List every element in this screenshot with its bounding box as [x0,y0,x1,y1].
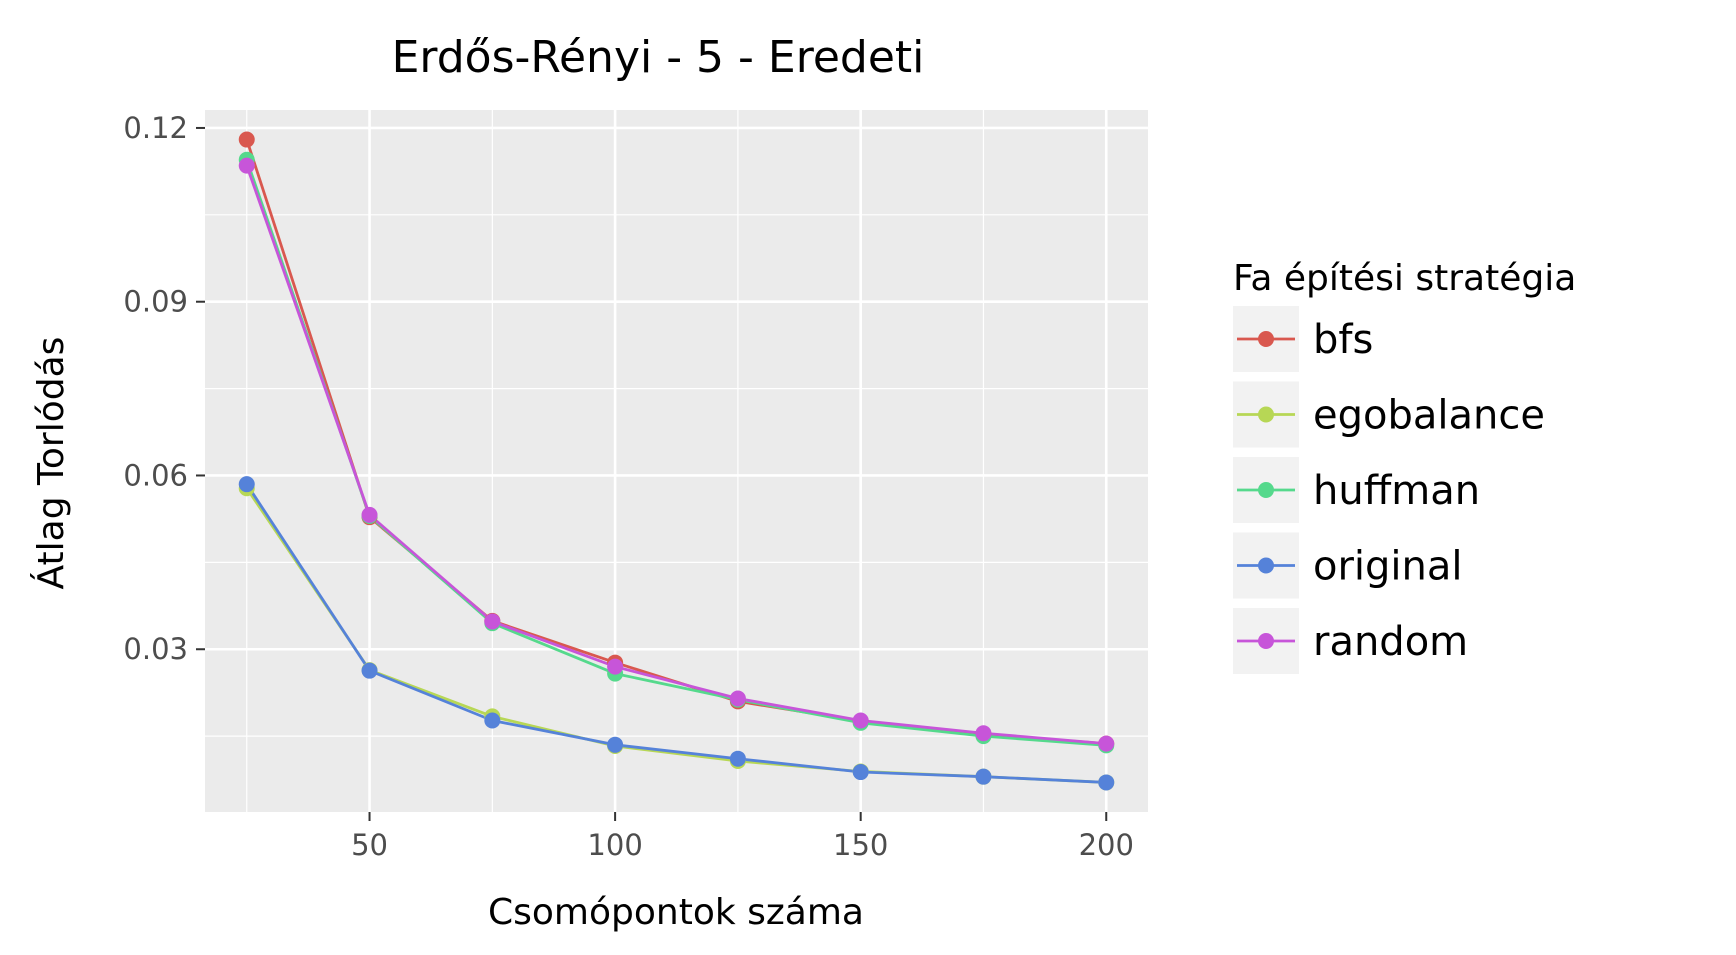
series-line-random [245,165,1107,746]
legend-items: bfs egobalance huffman original random [1233,306,1545,674]
plot-panel [205,110,1148,812]
x-axis: 50 100 150 200 [351,812,1134,862]
legend: Fa építési stratégia bfs egobalance huffma… [1233,258,1576,674]
data-point-random [729,690,746,707]
legend-label-huffman: huffman [1313,468,1480,514]
minor-gridlines [205,110,1148,812]
data-point-random [852,712,869,729]
data-point-random [1098,735,1115,752]
legend-dot-random [1258,633,1274,649]
legend-dot-egobalance [1258,406,1274,423]
data-point-original [484,712,501,729]
y-tick-label: 0.09 [123,285,188,319]
legend-dot-original [1258,557,1274,574]
x-tick-label: 150 [833,828,888,862]
chart-title: Erdős-Rényi - 5 - Eredeti [392,32,925,83]
data-point-original [361,662,378,679]
y-axis-title: Átlag Torlódás [30,337,72,590]
data-point-random [361,506,378,523]
series-points [238,131,1115,791]
data-point-original [1098,774,1115,791]
data-point-original [852,764,869,781]
x-axis-title: Csomópontok száma [488,892,864,933]
legend-label-random: random [1313,619,1468,665]
data-point-original [238,476,255,493]
data-point-random [238,157,255,174]
y-tick-label: 0.06 [123,458,188,492]
x-tick-label: 100 [587,828,642,862]
legend-dot-bfs [1258,331,1274,347]
series-lines [245,139,1107,784]
y-tick-label: 0.03 [123,632,188,666]
x-tick-label: 50 [351,828,388,862]
data-point-random [607,658,624,675]
data-point-original [975,768,992,785]
major-gridlines [205,110,1148,812]
y-axis: 0.03 0.06 0.09 0.12 [123,111,205,666]
data-point-original [729,750,746,767]
legend-title: Fa építési stratégia [1233,258,1576,299]
series-line-original [245,483,1107,784]
legend-label-bfs: bfs [1313,317,1373,363]
data-point-random [484,613,501,630]
y-tick-label: 0.12 [123,111,188,145]
legend-label-original: original [1313,544,1463,590]
data-point-original [607,736,624,753]
legend-dot-huffman [1258,482,1274,498]
x-tick-label: 200 [1079,828,1134,862]
legend-label-egobalance: egobalance [1313,393,1545,439]
data-point-random [975,725,992,742]
data-point-bfs [238,131,255,148]
